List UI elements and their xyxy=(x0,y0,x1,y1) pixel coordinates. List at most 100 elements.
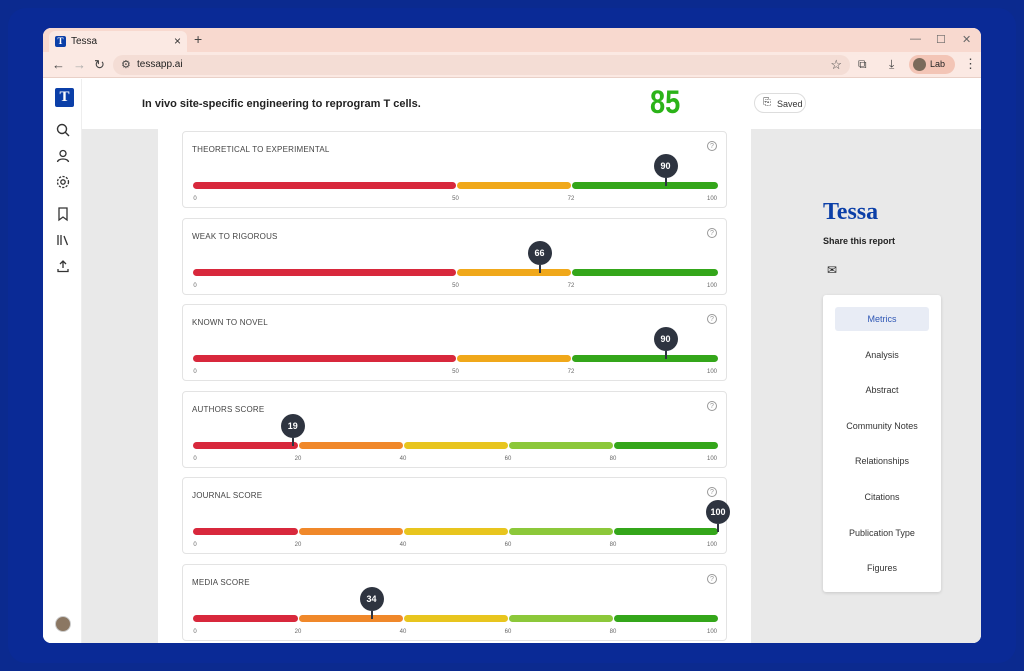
user-avatar[interactable] xyxy=(55,616,71,632)
url-text: tessapp.ai xyxy=(137,59,183,70)
paper-title: In vivo site-specific engineering to rep… xyxy=(142,98,421,110)
tick-label: 60 xyxy=(504,455,512,462)
help-icon[interactable]: ? xyxy=(707,141,717,151)
bar-segment xyxy=(404,528,508,535)
back-icon[interactable]: ← xyxy=(52,57,65,72)
tick-label: 40 xyxy=(399,542,407,548)
more-menu-icon[interactable]: ⋮ xyxy=(964,56,977,71)
tick-label: 100 xyxy=(706,455,718,462)
tick-label: 72 xyxy=(567,282,575,289)
bar-segment xyxy=(404,441,508,449)
bar-segment xyxy=(509,528,613,535)
score-marker: 19 xyxy=(280,413,305,446)
score-value: 90 xyxy=(653,154,678,178)
menu-item-citations[interactable]: Citations xyxy=(864,492,900,502)
metric-card: Media Score? 0 20 40 60 80 100 34 xyxy=(182,563,727,641)
tick-label: 50 xyxy=(452,282,459,289)
marker-stem xyxy=(664,351,667,359)
marker-stem xyxy=(291,437,294,446)
bar-segment xyxy=(614,614,718,622)
tick-label: 50 xyxy=(452,196,459,202)
bookmark-icon[interactable] xyxy=(55,206,71,222)
reload-icon[interactable]: ↻ xyxy=(94,57,105,72)
tick-label: 20 xyxy=(294,628,302,635)
menu-item-figures[interactable]: Figures xyxy=(866,563,897,574)
score-bar xyxy=(193,528,718,535)
score-value: 100 xyxy=(706,500,730,524)
score-marker: 100 xyxy=(706,500,730,532)
menu-item-analysis[interactable]: Analysis xyxy=(865,349,899,360)
score-bar xyxy=(193,614,718,622)
bar-segment xyxy=(299,441,403,449)
help-icon[interactable]: ? xyxy=(707,314,717,324)
bookmark-icon: ⎘ xyxy=(763,97,771,108)
browser-window: T Tessa × + — ☐ ✕ ← → ↻ ⚙ tessapp.ai ☆ ⧉… xyxy=(43,28,981,643)
overall-score: 85 xyxy=(650,84,681,120)
menu-item-publication-type[interactable]: Publication Type xyxy=(849,527,915,538)
extensions-icon[interactable]: ⧉ xyxy=(858,57,867,71)
browser-toolbar: ← → ↻ ⚙ tessapp.ai ☆ ⧉ ⤓ Lab ⋮ xyxy=(43,52,981,78)
saved-label: Saved xyxy=(777,99,803,109)
bar-segment xyxy=(456,182,571,189)
profile-label: Lab xyxy=(930,59,946,69)
search-icon[interactable] xyxy=(55,122,71,138)
help-icon[interactable]: ? xyxy=(707,227,717,238)
tick-label: 0 xyxy=(193,455,197,462)
address-bar[interactable]: ⚙ tessapp.ai ☆ xyxy=(113,55,850,75)
tick-label: 80 xyxy=(609,542,617,548)
settings-icon[interactable] xyxy=(55,174,71,190)
browser-tab[interactable]: T Tessa × xyxy=(49,31,187,52)
minimize-icon[interactable]: — xyxy=(910,33,921,45)
tick-label: 20 xyxy=(294,455,302,462)
mail-icon[interactable]: ✉ xyxy=(827,263,838,277)
profile-avatar xyxy=(913,58,926,71)
bar-segment xyxy=(456,355,571,362)
menu-item-abstract[interactable]: Abstract xyxy=(865,385,899,396)
score-value: 66 xyxy=(527,240,552,265)
marker-stem xyxy=(370,610,373,619)
app-logo[interactable]: T xyxy=(55,88,74,107)
score-value: 19 xyxy=(280,413,305,438)
tick-label: 100 xyxy=(706,628,718,635)
library-icon[interactable] xyxy=(55,232,71,248)
user-icon[interactable] xyxy=(55,148,71,164)
help-icon[interactable]: ? xyxy=(707,573,717,584)
metric-card: Known to Novel? 0 50 72 100 90 xyxy=(182,304,727,381)
bar-segment xyxy=(614,441,718,449)
right-panel: Tessa Share this report ✉ Metrics Analysi… xyxy=(751,129,981,643)
download-icon[interactable]: ⤓ xyxy=(889,57,895,71)
tick-label: 40 xyxy=(399,628,407,635)
close-window-icon[interactable]: ✕ xyxy=(962,34,972,46)
bookmark-star-icon[interactable]: ☆ xyxy=(830,57,842,72)
site-info-icon[interactable]: ⚙ xyxy=(121,59,131,71)
tick-label: 100 xyxy=(706,282,718,289)
metric-card: Weak to Rigorous? 0 50 72 100 66 xyxy=(182,217,727,295)
tick-label: 0 xyxy=(193,369,197,375)
new-tab-icon[interactable]: + xyxy=(194,31,203,47)
menu-item-metrics[interactable]: Metrics xyxy=(835,307,929,331)
bar-segment xyxy=(509,614,613,622)
bar-segment xyxy=(404,614,508,622)
tick-label: 0 xyxy=(193,282,197,289)
saved-button[interactable]: ⎘ Saved xyxy=(754,93,806,113)
close-tab-icon[interactable]: × xyxy=(173,34,181,48)
maximize-icon[interactable]: ☐ xyxy=(936,34,946,46)
help-icon[interactable]: ? xyxy=(707,400,717,411)
bar-segment xyxy=(299,614,403,622)
bar-segment xyxy=(572,355,718,362)
tick-label: 100 xyxy=(706,542,718,548)
menu-item-relationships[interactable]: Relationships xyxy=(854,456,910,467)
marker-stem xyxy=(664,178,667,186)
marker-stem xyxy=(717,524,719,532)
help-icon[interactable]: ? xyxy=(707,487,717,497)
profile-button[interactable]: Lab xyxy=(909,55,955,74)
tick-label: 60 xyxy=(504,542,512,548)
score-bar xyxy=(193,182,718,189)
menu-item-community-notes[interactable]: Community Notes xyxy=(846,420,918,431)
bar-segment xyxy=(193,182,456,189)
metric-title: Authors Score xyxy=(192,404,265,414)
forward-icon[interactable]: → xyxy=(73,57,86,72)
tick-label: 0 xyxy=(193,628,197,635)
tick-label: 100 xyxy=(706,196,718,202)
upload-icon[interactable] xyxy=(55,258,71,274)
